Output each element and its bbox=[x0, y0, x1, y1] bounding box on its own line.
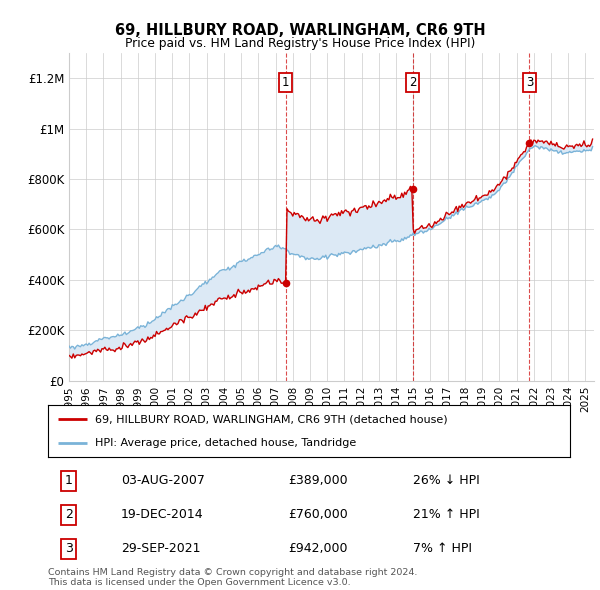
Text: £942,000: £942,000 bbox=[288, 542, 347, 556]
Text: 3: 3 bbox=[526, 76, 533, 88]
Text: 21% ↑ HPI: 21% ↑ HPI bbox=[413, 509, 480, 522]
Text: 69, HILLBURY ROAD, WARLINGHAM, CR6 9TH (detached house): 69, HILLBURY ROAD, WARLINGHAM, CR6 9TH (… bbox=[95, 414, 448, 424]
Text: 2: 2 bbox=[409, 76, 416, 88]
Text: 7% ↑ HPI: 7% ↑ HPI bbox=[413, 542, 472, 556]
Text: Price paid vs. HM Land Registry's House Price Index (HPI): Price paid vs. HM Land Registry's House … bbox=[125, 37, 475, 50]
Text: 3: 3 bbox=[65, 542, 73, 556]
Text: £389,000: £389,000 bbox=[288, 474, 348, 487]
Text: 2: 2 bbox=[65, 509, 73, 522]
Text: 69, HILLBURY ROAD, WARLINGHAM, CR6 9TH: 69, HILLBURY ROAD, WARLINGHAM, CR6 9TH bbox=[115, 23, 485, 38]
Text: 1: 1 bbox=[282, 76, 289, 88]
Text: 29-SEP-2021: 29-SEP-2021 bbox=[121, 542, 200, 556]
Text: 19-DEC-2014: 19-DEC-2014 bbox=[121, 509, 204, 522]
Text: 03-AUG-2007: 03-AUG-2007 bbox=[121, 474, 205, 487]
Text: Contains HM Land Registry data © Crown copyright and database right 2024.
This d: Contains HM Land Registry data © Crown c… bbox=[48, 568, 418, 587]
Text: 26% ↓ HPI: 26% ↓ HPI bbox=[413, 474, 480, 487]
Text: 1: 1 bbox=[65, 474, 73, 487]
Text: HPI: Average price, detached house, Tandridge: HPI: Average price, detached house, Tand… bbox=[95, 438, 356, 448]
Text: £760,000: £760,000 bbox=[288, 509, 348, 522]
